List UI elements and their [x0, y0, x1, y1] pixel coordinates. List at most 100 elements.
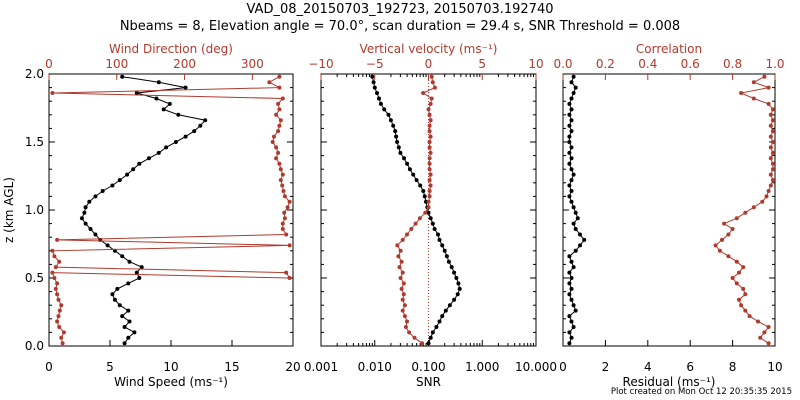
data-point	[126, 281, 131, 286]
data-point	[395, 140, 400, 144]
data-point	[117, 178, 122, 183]
x-tick-label: 10	[163, 360, 178, 374]
data-point	[760, 199, 765, 204]
data-point	[402, 314, 407, 319]
data-point	[569, 178, 574, 183]
data-point	[571, 91, 576, 95]
data-point	[567, 254, 572, 259]
data-point	[277, 107, 282, 112]
data-point	[571, 303, 576, 308]
x-tick-label: 20	[285, 360, 300, 374]
data-point	[287, 199, 292, 204]
data-point	[203, 118, 208, 123]
data-point	[569, 286, 574, 291]
data-point	[274, 145, 279, 150]
data-point	[421, 189, 426, 193]
data-point	[287, 243, 292, 248]
data-point	[751, 96, 756, 101]
series-line	[371, 76, 461, 344]
data-point	[154, 96, 159, 101]
data-point	[452, 270, 457, 275]
data-point	[400, 237, 405, 242]
data-point	[53, 286, 58, 291]
data-point	[278, 118, 283, 123]
data-point	[575, 216, 580, 221]
x-tick-label: 15	[224, 360, 239, 374]
top-axis-label: Vertical velocity (ms⁻¹)	[360, 42, 498, 56]
data-point	[713, 243, 718, 248]
data-point	[407, 167, 412, 172]
data-point	[110, 292, 115, 297]
data-point	[569, 319, 574, 324]
data-point	[447, 303, 452, 308]
data-point	[280, 183, 285, 188]
data-point	[751, 205, 756, 210]
data-point	[743, 308, 748, 313]
data-point	[57, 325, 62, 329]
data-point	[569, 80, 574, 85]
data-point	[569, 145, 574, 150]
data-point	[428, 101, 433, 106]
data-point	[758, 335, 763, 340]
data-point	[567, 270, 572, 275]
top-tick-label: 0.8	[723, 57, 742, 71]
data-point	[164, 145, 169, 150]
data-point	[378, 101, 383, 106]
data-point	[569, 199, 574, 204]
data-point	[115, 286, 120, 291]
x-tick-label: 10	[767, 360, 782, 374]
data-point	[770, 118, 775, 123]
data-point	[82, 210, 87, 215]
data-point	[398, 150, 403, 155]
data-point	[455, 292, 460, 297]
data-point	[55, 281, 60, 286]
data-point	[730, 227, 735, 231]
data-point	[571, 74, 576, 79]
data-point	[398, 276, 403, 280]
data-point	[766, 325, 771, 329]
data-point	[426, 199, 431, 204]
data-point	[418, 183, 423, 188]
data-point	[127, 259, 132, 264]
data-point	[427, 112, 432, 117]
data-point	[726, 232, 731, 237]
data-point	[770, 161, 775, 166]
data-point	[427, 129, 432, 134]
data-point	[183, 85, 188, 90]
x-tick-label: 0.010	[358, 360, 392, 374]
data-point	[569, 297, 574, 302]
top-tick-label: 5	[478, 57, 486, 71]
x-tick-label: 6	[686, 360, 694, 374]
data-point	[739, 303, 744, 308]
series-group	[713, 74, 775, 346]
data-point	[426, 205, 431, 210]
data-point	[147, 156, 151, 161]
data-point	[287, 276, 292, 280]
data-point	[122, 325, 127, 329]
data-point	[571, 172, 576, 177]
series-line	[81, 76, 207, 344]
data-point	[83, 205, 88, 210]
top-tick-label: 0.6	[681, 57, 700, 71]
data-point	[280, 221, 285, 226]
data-point	[569, 335, 574, 340]
data-point	[198, 123, 203, 128]
data-point	[569, 167, 574, 172]
data-point	[766, 341, 771, 346]
data-point	[429, 96, 434, 101]
x-tick-label: 0.001	[304, 360, 338, 374]
data-point	[120, 74, 125, 79]
data-point	[567, 134, 572, 139]
data-point	[88, 227, 93, 231]
data-point	[57, 259, 62, 264]
data-point	[569, 156, 574, 161]
data-point	[734, 216, 739, 221]
data-point	[432, 85, 437, 90]
data-point	[277, 161, 282, 166]
data-point	[428, 118, 433, 123]
data-point	[417, 216, 422, 221]
top-axis-label: Correlation	[636, 42, 702, 56]
data-point	[55, 319, 60, 324]
data-point	[764, 194, 769, 199]
data-point	[582, 237, 587, 242]
